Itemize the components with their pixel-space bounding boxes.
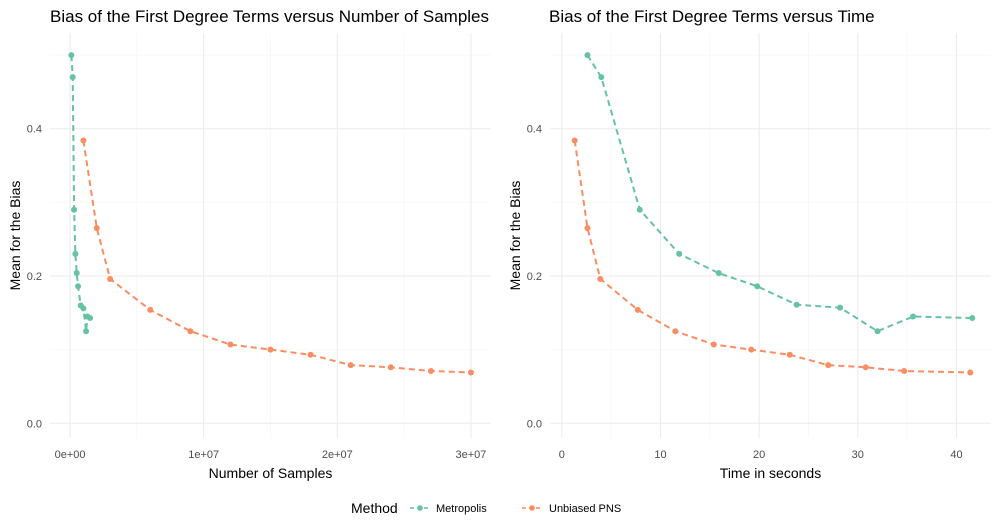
legend-key-point (417, 505, 423, 511)
data-point (634, 306, 641, 313)
x-tick-label: 3e+07 (456, 449, 487, 461)
data-point (107, 275, 114, 282)
chart-panel-samples: Bias of the First Degree Terms versus Nu… (7, 7, 491, 481)
x-axis-title: Time in seconds (720, 465, 821, 481)
y-tick-label: 0.4 (27, 124, 42, 136)
x-tick-label: 20 (753, 449, 765, 461)
data-point (71, 206, 78, 213)
x-tick-label: 1e+07 (188, 449, 219, 461)
data-point (901, 367, 908, 374)
data-point (467, 369, 474, 376)
chart-title: Bias of the First Degree Terms versus Nu… (50, 7, 489, 26)
data-point (68, 52, 75, 59)
y-tick-label: 0.2 (27, 271, 42, 283)
data-point (147, 306, 154, 313)
legend-key-point (529, 505, 535, 511)
series-line (573, 140, 971, 374)
data-point (910, 313, 917, 320)
chart-panel-time: Bias of the First Degree Terms versus Ti… (507, 7, 991, 481)
y-tick-label: 0.4 (527, 124, 542, 136)
data-point (187, 328, 194, 335)
data-point (83, 328, 90, 335)
data-point (969, 314, 976, 321)
data-point (598, 74, 605, 81)
x-axis-title: Number of Samples (209, 465, 333, 481)
series-layer (68, 52, 474, 376)
data-point (73, 270, 80, 277)
data-point (347, 362, 354, 369)
series-unbiased-pns (80, 137, 474, 376)
data-point (967, 369, 974, 376)
data-point (267, 346, 274, 353)
data-point (715, 270, 722, 277)
legend-item-unbiased-pns: Unbiased PNS (522, 503, 621, 515)
data-point (571, 137, 578, 144)
y-tick-label: 0.0 (27, 418, 42, 430)
legend-title: Method (351, 500, 398, 516)
y-axis-title: Mean for the Bias (7, 181, 23, 291)
x-tick-label: 0 (559, 449, 565, 461)
data-point (427, 367, 434, 374)
data-point (584, 52, 591, 59)
data-point (307, 351, 314, 358)
y-tick-label: 0.0 (527, 418, 542, 430)
data-point (80, 305, 87, 312)
x-tick-label: 30 (852, 449, 864, 461)
x-tick-label: 0e+00 (55, 449, 86, 461)
data-point (837, 304, 844, 311)
tick-labels: 0e+00 1e+07 2e+07 3e+07 0.0 0.2 0.4 (27, 124, 487, 461)
data-point (676, 250, 683, 257)
grid (550, 33, 991, 438)
data-point (387, 364, 394, 371)
x-tick-label: 2e+07 (322, 449, 353, 461)
data-point (748, 346, 755, 353)
data-point (754, 283, 761, 290)
data-point (75, 283, 82, 290)
data-point (69, 74, 76, 81)
plot-area (550, 33, 991, 438)
chart-title: Bias of the First Degree Terms versus Ti… (549, 7, 875, 26)
series-unbiased-pns (571, 137, 974, 376)
data-point (584, 225, 591, 232)
series-line (82, 140, 472, 374)
data-point (72, 250, 79, 257)
data-point (227, 341, 234, 348)
tick-labels: 0 10 20 30 40 0.0 0.2 0.4 (527, 124, 963, 461)
x-tick-label: 40 (950, 449, 962, 461)
data-point (636, 206, 643, 213)
x-tick-label: 10 (654, 449, 666, 461)
series-metropolis (584, 52, 976, 335)
legend: Method Metropolis Unbiased PNS (351, 500, 621, 516)
legend-item-metropolis: Metropolis (410, 503, 487, 515)
data-point (672, 328, 679, 335)
data-point (710, 341, 717, 348)
data-point (793, 301, 800, 308)
series-line (586, 54, 973, 333)
data-point (93, 225, 100, 232)
series-layer (571, 52, 976, 376)
legend-label: Metropolis (436, 503, 487, 515)
data-point (87, 314, 94, 321)
data-point (80, 137, 87, 144)
data-point (825, 362, 832, 369)
y-axis-title: Mean for the Bias (507, 181, 523, 291)
data-point (874, 328, 881, 335)
legend-label: Unbiased PNS (549, 503, 621, 515)
data-point (862, 364, 869, 371)
y-tick-label: 0.2 (527, 271, 542, 283)
series-metropolis (68, 52, 94, 335)
data-point (597, 275, 604, 282)
data-point (786, 351, 793, 358)
